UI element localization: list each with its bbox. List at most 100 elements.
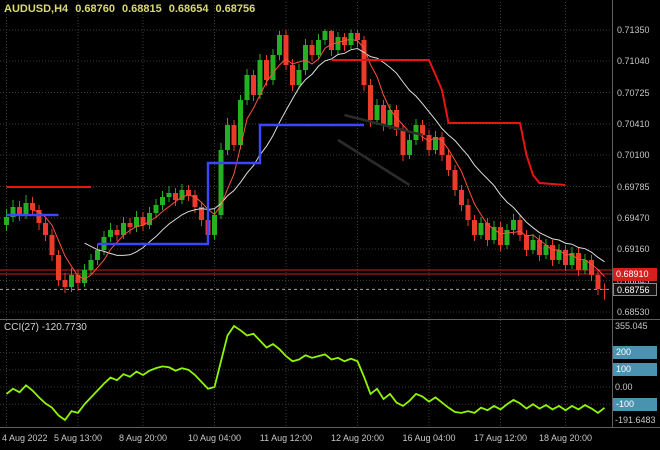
- time-tick-label: 12 Aug 20:00: [330, 433, 385, 443]
- candle-body: [30, 203, 35, 210]
- candle: [114, 225, 120, 241]
- candle: [556, 244, 562, 264]
- candle-body: [251, 75, 256, 95]
- time-tick-label: 8 Aug 20:00: [118, 433, 168, 443]
- candle-body: [504, 230, 510, 245]
- candle-body: [459, 190, 464, 205]
- candle-body: [329, 31, 334, 50]
- candle: [491, 221, 497, 244]
- candle-body: [88, 260, 94, 270]
- candle: [30, 197, 35, 216]
- candle: [433, 131, 438, 154]
- candle-body: [309, 45, 315, 55]
- candle-body: [400, 130, 406, 155]
- candle-body: [485, 223, 490, 240]
- candle-body: [335, 37, 341, 50]
- candle: [186, 185, 191, 201]
- candle-body: [465, 205, 471, 220]
- candle-body: [49, 235, 55, 255]
- candle: [69, 268, 74, 292]
- candle-body: [530, 240, 536, 250]
- candle: [465, 199, 471, 226]
- candle-body: [36, 210, 42, 223]
- time-tick-label: 10 Aug 04:00: [187, 433, 242, 443]
- candle-body: [446, 155, 451, 170]
- candle-body: [387, 110, 393, 125]
- candle-body: [316, 40, 321, 55]
- candle: [49, 229, 55, 261]
- candle-body: [491, 227, 497, 240]
- candle: [329, 30, 334, 56]
- price-tick-label: 0.69785: [617, 181, 650, 192]
- price-tick-label: 0.68530: [617, 307, 650, 317]
- candle: [75, 270, 81, 291]
- candle-body: [582, 260, 588, 270]
- candle: [478, 217, 484, 239]
- price-tick-label: 0.71040: [617, 56, 650, 66]
- candle-body: [290, 65, 295, 85]
- candle-body: [173, 193, 178, 200]
- candle-body: [166, 193, 172, 197]
- candle-body: [478, 223, 484, 235]
- candle-body: [472, 220, 477, 235]
- candle: [82, 264, 87, 287]
- candle-body: [75, 275, 81, 283]
- candle: [543, 239, 549, 259]
- time-tick-label: 16 Aug 04:00: [402, 433, 456, 443]
- time-tick-label: 17 Aug 12:00: [473, 433, 528, 443]
- candle: [88, 254, 94, 275]
- cci-tick-label: 0.00: [615, 382, 633, 393]
- candle: [576, 248, 581, 276]
- candle-body: [563, 250, 568, 265]
- candle-body: [108, 230, 113, 237]
- candle: [225, 118, 230, 155]
- candle-body: [212, 215, 217, 235]
- candle-body: [407, 140, 412, 155]
- candle-body: [381, 105, 386, 125]
- candle-body: [426, 135, 432, 150]
- candle-body: [69, 275, 74, 287]
- candle-body: [238, 100, 243, 145]
- open-value: 0.68760: [75, 3, 115, 15]
- candle: [452, 165, 458, 196]
- candle-body: [322, 31, 328, 40]
- candle-body: [231, 125, 237, 145]
- candle: [277, 31, 282, 60]
- candle-body: [199, 207, 204, 220]
- drawn-trendline[interactable]: [344, 113, 423, 137]
- candle: [316, 34, 321, 59]
- cci-line: [5, 324, 606, 422]
- candle: [394, 105, 399, 136]
- candle-body: [296, 70, 302, 85]
- cci-level-badge: 100: [613, 363, 657, 377]
- cci-level-badge: 200: [613, 346, 657, 360]
- candle: [524, 230, 529, 256]
- candle: [595, 270, 601, 295]
- symbol-timeframe-label: AUDUSD,H4: [4, 3, 69, 15]
- candle-body: [576, 253, 581, 270]
- candle: [192, 190, 198, 213]
- candle-body: [4, 217, 9, 225]
- candle-body: [264, 60, 269, 80]
- candle: [17, 201, 22, 221]
- candle-body: [543, 245, 549, 255]
- candle-body: [439, 137, 445, 155]
- drawn-trendline[interactable]: [337, 138, 411, 187]
- candle-body: [114, 230, 120, 235]
- candle: [238, 95, 243, 149]
- candle: [36, 205, 42, 230]
- candle-body: [303, 45, 308, 70]
- chart-ohlc-header: AUDUSD,H4 0.68760 0.68815 0.68654 0.68756: [4, 3, 262, 15]
- candle-body: [569, 253, 575, 265]
- candle-body: [257, 60, 263, 95]
- candle-body: [56, 255, 61, 280]
- ma-slow-line: [84, 48, 605, 263]
- candle-body: [361, 40, 367, 85]
- candle: [517, 215, 523, 241]
- candle: [569, 247, 575, 269]
- price-tick-label: 0.68845: [617, 275, 650, 286]
- candle: [173, 188, 178, 206]
- candles-layer: [4, 29, 607, 300]
- candle-body: [524, 235, 529, 250]
